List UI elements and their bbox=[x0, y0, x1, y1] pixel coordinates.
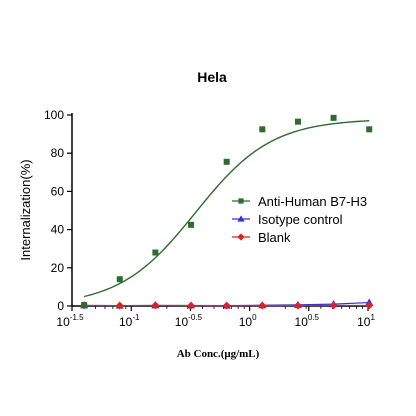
data-point bbox=[116, 276, 123, 283]
data-point bbox=[152, 249, 159, 256]
legend-entry: Blank bbox=[258, 230, 291, 245]
legend-entry: Isotype control bbox=[258, 212, 343, 227]
y-tick-label: 20 bbox=[51, 261, 65, 275]
legend-marker bbox=[238, 198, 244, 204]
x-tick-label: 10-0.5 bbox=[175, 313, 203, 329]
y-tick-label: 80 bbox=[51, 146, 65, 160]
x-tick-label: 10-1 bbox=[119, 313, 140, 329]
data-point bbox=[330, 114, 337, 121]
y-tick-label: 0 bbox=[57, 299, 64, 313]
data-point bbox=[81, 302, 88, 309]
x-tick-label: 100 bbox=[239, 313, 257, 329]
fit-curve bbox=[83, 120, 370, 298]
x-axis-label: Ab Conc.(μg/mL) bbox=[177, 348, 260, 360]
x-tick-label: 10-1.5 bbox=[56, 313, 84, 329]
data-point bbox=[187, 301, 196, 310]
data-point bbox=[329, 301, 338, 310]
data-point bbox=[259, 126, 266, 133]
data-points bbox=[80, 114, 374, 310]
data-point bbox=[115, 301, 124, 310]
x-tick-label: 100.5 bbox=[295, 313, 320, 329]
legend-marker bbox=[237, 233, 245, 241]
y-tick-label: 60 bbox=[51, 184, 65, 198]
legend-marker bbox=[237, 215, 245, 222]
y-axis-label: Internalization(%) bbox=[18, 159, 33, 260]
data-point bbox=[294, 118, 301, 125]
data-point bbox=[258, 301, 267, 310]
legend: Anti-Human B7-H3 Isotype control Blank bbox=[232, 194, 367, 245]
data-point bbox=[188, 221, 195, 228]
data-point bbox=[151, 301, 160, 310]
data-point bbox=[365, 301, 374, 310]
data-point bbox=[293, 301, 302, 310]
y-tick-label: 40 bbox=[51, 223, 65, 237]
data-point bbox=[223, 158, 230, 165]
data-point bbox=[366, 126, 373, 133]
data-point bbox=[222, 301, 231, 310]
x-tick-label: 101 bbox=[357, 313, 375, 329]
y-tick-label: 100 bbox=[44, 108, 64, 122]
chart-title: Hela bbox=[197, 69, 227, 85]
legend-entry: Anti-Human B7-H3 bbox=[258, 194, 367, 209]
